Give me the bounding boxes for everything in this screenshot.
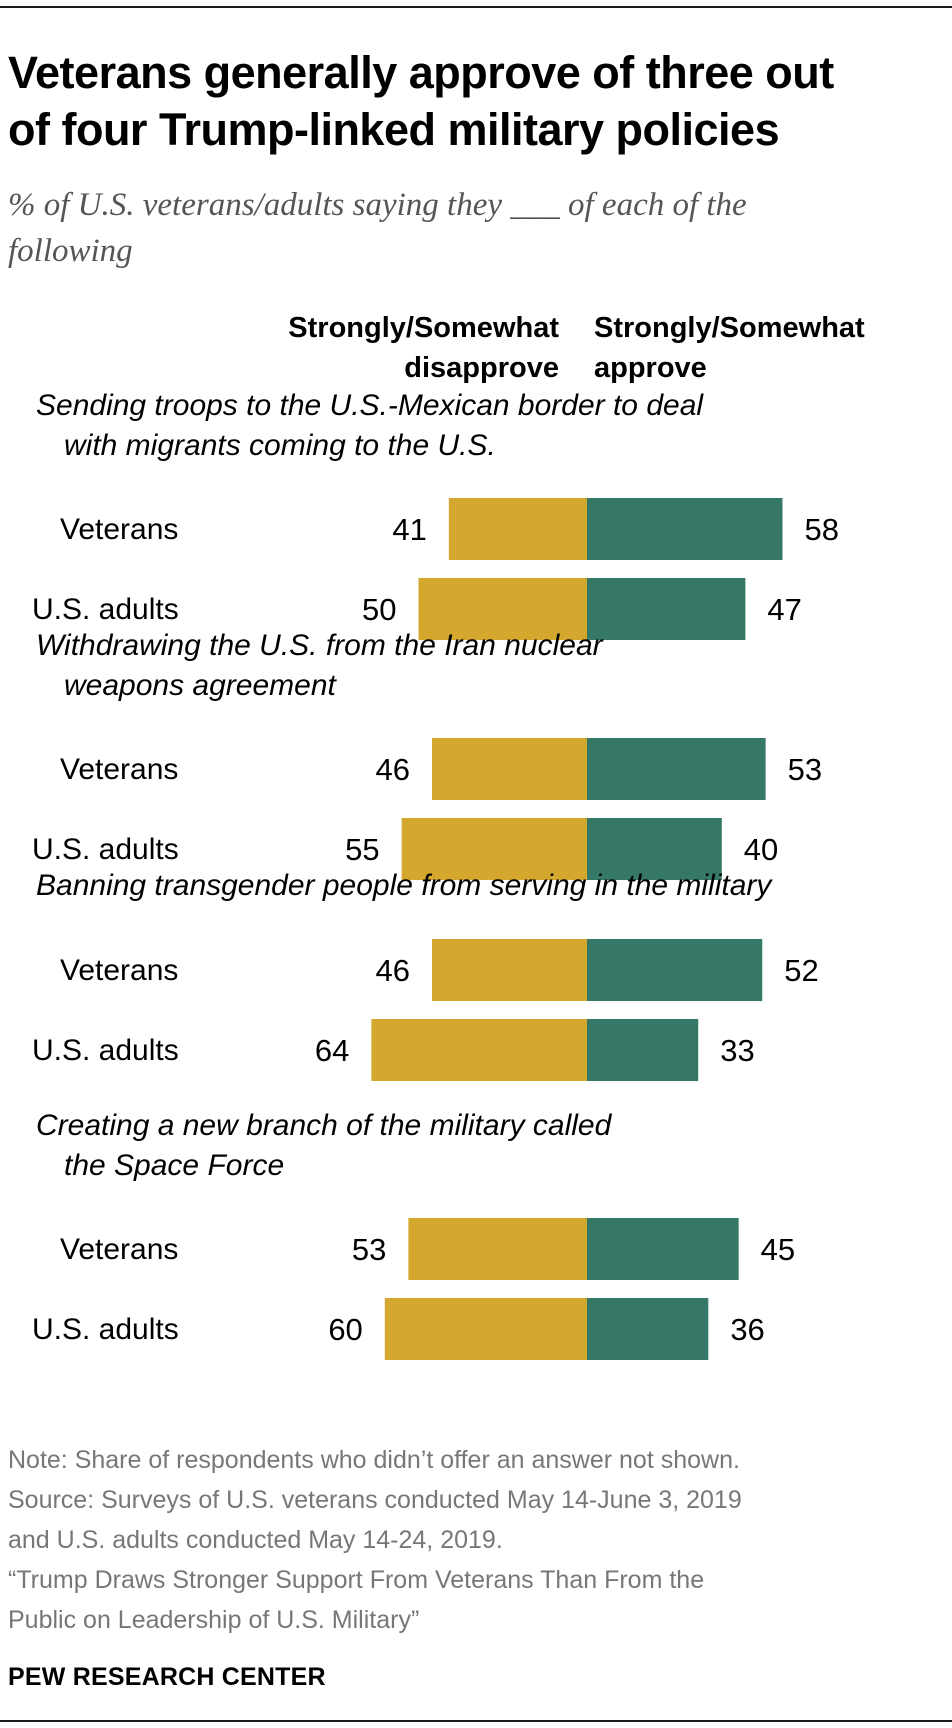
diverging-bar-chart: Sending troops to the U.S.-Mexican borde… — [32, 389, 839, 1360]
value-label-approve: 40 — [744, 832, 778, 867]
bar-approve — [587, 1019, 699, 1081]
report-title-line: Public on Leadership of U.S. Military” — [8, 1606, 420, 1634]
value-label-disapprove: 60 — [328, 1312, 362, 1347]
value-label-approve: 47 — [767, 592, 801, 627]
note-line: Note: Share of respondents who didn’t of… — [8, 1446, 740, 1474]
row-label: U.S. adults — [32, 833, 179, 866]
value-label-approve: 52 — [784, 953, 818, 988]
bar-approve — [587, 578, 746, 640]
bar-disapprove — [401, 818, 587, 880]
bar-disapprove — [431, 738, 587, 800]
subtitle-line: following — [8, 233, 133, 269]
value-label-approve: 36 — [730, 1312, 764, 1347]
bar-disapprove — [431, 939, 587, 1001]
bar-approve — [587, 1218, 739, 1280]
legend-line: Strongly/Somewhat — [594, 312, 865, 344]
brand-logo-text: PEW RESEARCH CENTER — [8, 1663, 326, 1691]
report-title-line: “Trump Draws Stronger Support From Veter… — [8, 1566, 705, 1594]
value-label-approve: 53 — [788, 752, 822, 787]
value-label-disapprove: 55 — [345, 832, 379, 867]
row-label: U.S. adults — [32, 593, 179, 626]
value-label-disapprove: 64 — [315, 1033, 349, 1068]
bottom-rule — [0, 1720, 952, 1722]
value-label-disapprove: 46 — [375, 752, 409, 787]
source-line: Source: Surveys of U.S. veterans conduct… — [8, 1486, 742, 1514]
row-label: U.S. adults — [32, 1313, 179, 1346]
bar-approve — [587, 738, 766, 800]
value-label-approve: 45 — [761, 1232, 795, 1267]
bar-disapprove — [384, 1298, 587, 1360]
value-label-approve: 33 — [720, 1033, 754, 1068]
group-label: with migrants coming to the U.S. — [64, 429, 496, 462]
value-label-disapprove: 41 — [392, 512, 426, 547]
legend-approve-header: Strongly/Somewhat approve — [594, 308, 865, 388]
group-label: Withdrawing the U.S. from the Iran nucle… — [36, 629, 604, 662]
bar-approve — [587, 498, 783, 560]
legend-disapprove-header: Strongly/Somewhat disapprove — [288, 308, 559, 388]
top-rule — [0, 6, 952, 8]
value-label-disapprove: 46 — [375, 953, 409, 988]
group-label: the Space Force — [64, 1149, 284, 1182]
bar-approve — [587, 939, 763, 1001]
group-label: Banning transgender people from serving … — [36, 869, 773, 902]
bar-disapprove — [448, 498, 587, 560]
value-label-approve: 58 — [804, 512, 838, 547]
bar-approve — [587, 818, 722, 880]
notes: Note: Share of respondents who didn’t of… — [8, 1440, 938, 1640]
source-line: and U.S. adults conducted May 14-24, 201… — [8, 1526, 503, 1554]
group-label: Sending troops to the U.S.-Mexican borde… — [36, 389, 704, 422]
title-line: Veterans generally approve of three out — [8, 47, 834, 98]
legend-line: Strongly/Somewhat — [288, 312, 559, 344]
bar-approve — [587, 1298, 709, 1360]
value-label-disapprove: 53 — [352, 1232, 386, 1267]
title-line: of four Trump-linked military policies — [8, 104, 780, 155]
legend-line: approve — [594, 352, 707, 384]
row-label: Veterans — [60, 753, 178, 786]
group-label: weapons agreement — [64, 669, 338, 702]
row-label: Veterans — [60, 513, 178, 546]
row-label: U.S. adults — [32, 1034, 179, 1067]
chart-title: Veterans generally approve of three out … — [8, 44, 938, 158]
value-label-disapprove: 50 — [362, 592, 396, 627]
row-label: Veterans — [60, 954, 178, 987]
chart-subtitle: % of U.S. veterans/adults saying they __… — [8, 182, 938, 274]
bar-disapprove — [371, 1019, 587, 1081]
legend-line: disapprove — [404, 352, 559, 384]
row-label: Veterans — [60, 1233, 178, 1266]
bar-disapprove — [408, 1218, 587, 1280]
bar-disapprove — [418, 578, 587, 640]
subtitle-line: % of U.S. veterans/adults saying they __… — [8, 187, 747, 223]
group-label: Creating a new branch of the military ca… — [36, 1109, 613, 1142]
